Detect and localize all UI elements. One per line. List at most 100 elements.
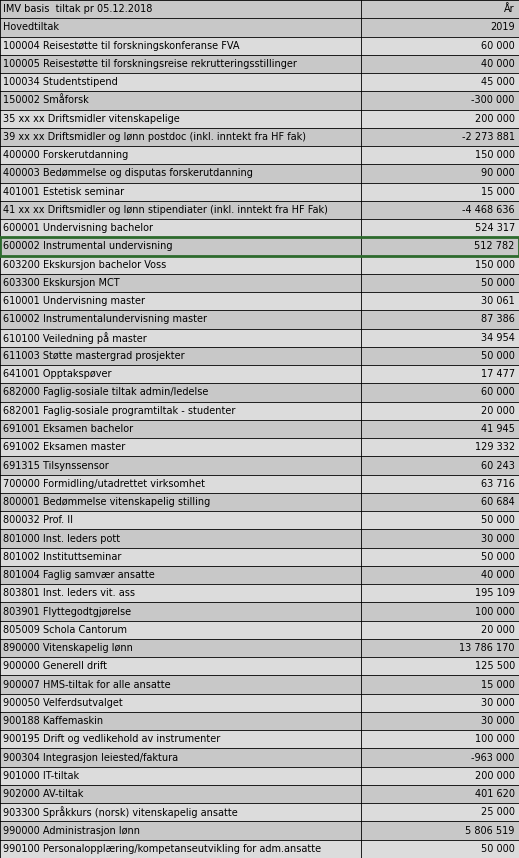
Text: 900000 Generell drift: 900000 Generell drift bbox=[3, 662, 106, 671]
Bar bbox=[0, 602, 519, 620]
Bar bbox=[0, 128, 519, 146]
Text: 682001 Faglig-sosiale programtiltak - studenter: 682001 Faglig-sosiale programtiltak - st… bbox=[3, 406, 235, 416]
Text: 60 684: 60 684 bbox=[481, 497, 515, 507]
Text: 20 000: 20 000 bbox=[481, 625, 515, 635]
Bar bbox=[0, 201, 519, 219]
Text: 803901 Flyttegodtgjørelse: 803901 Flyttegodtgjørelse bbox=[3, 607, 131, 617]
Text: 903300 Språkkurs (norsk) vitenskapelig ansatte: 903300 Språkkurs (norsk) vitenskapelig a… bbox=[3, 807, 237, 819]
Bar bbox=[0, 639, 519, 657]
Text: 600002 Instrumental undervisning: 600002 Instrumental undervisning bbox=[3, 241, 172, 251]
Text: -2 273 881: -2 273 881 bbox=[462, 132, 515, 142]
Bar bbox=[0, 584, 519, 602]
Bar bbox=[0, 55, 519, 73]
Bar bbox=[0, 91, 519, 110]
Text: 401001 Estetisk seminar: 401001 Estetisk seminar bbox=[3, 187, 124, 196]
Text: 610100 Veiledning på master: 610100 Veiledning på master bbox=[3, 332, 146, 344]
Text: 100005 Reisestøtte til forskningsreise rekrutteringsstillinger: 100005 Reisestøtte til forskningsreise r… bbox=[3, 59, 296, 69]
Text: 100 000: 100 000 bbox=[475, 607, 515, 617]
Text: -963 000: -963 000 bbox=[471, 752, 515, 763]
Bar bbox=[0, 438, 519, 456]
Text: 60 243: 60 243 bbox=[481, 461, 515, 470]
Bar bbox=[0, 456, 519, 474]
Bar bbox=[0, 292, 519, 311]
Bar bbox=[0, 547, 519, 566]
Text: 30 000: 30 000 bbox=[481, 716, 515, 726]
Text: 60 000: 60 000 bbox=[481, 388, 515, 397]
Text: 400000 Forskerutdanning: 400000 Forskerutdanning bbox=[3, 150, 128, 160]
Text: 90 000: 90 000 bbox=[481, 168, 515, 178]
Bar bbox=[0, 366, 519, 384]
Text: 50 000: 50 000 bbox=[481, 351, 515, 361]
Text: 50 000: 50 000 bbox=[481, 278, 515, 288]
Bar bbox=[0, 110, 519, 128]
Text: 200 000: 200 000 bbox=[475, 770, 515, 781]
Text: 800001 Bedømmelse vitenskapelig stilling: 800001 Bedømmelse vitenskapelig stilling bbox=[3, 497, 210, 507]
Text: 890000 Vitenskapelig lønn: 890000 Vitenskapelig lønn bbox=[3, 643, 132, 653]
Text: -4 468 636: -4 468 636 bbox=[462, 205, 515, 215]
Text: 87 386: 87 386 bbox=[481, 315, 515, 324]
Text: 50 000: 50 000 bbox=[481, 844, 515, 854]
Bar bbox=[0, 748, 519, 767]
Text: 17 477: 17 477 bbox=[481, 369, 515, 379]
Text: 195 109: 195 109 bbox=[475, 589, 515, 598]
Text: 30 000: 30 000 bbox=[481, 534, 515, 543]
Bar bbox=[0, 420, 519, 438]
Text: 13 786 170: 13 786 170 bbox=[459, 643, 515, 653]
Text: År: År bbox=[504, 4, 515, 14]
Text: 2019: 2019 bbox=[490, 22, 515, 33]
Text: 41 xx xx Driftsmidler og lønn stipendiater (inkl. inntekt fra HF Fak): 41 xx xx Driftsmidler og lønn stipendiat… bbox=[3, 205, 327, 215]
Text: 125 500: 125 500 bbox=[474, 662, 515, 671]
Bar bbox=[0, 256, 519, 274]
Text: 990100 Personalopplæring/kompetanseutvikling for adm.ansatte: 990100 Personalopplæring/kompetanseutvik… bbox=[3, 844, 321, 854]
Bar bbox=[0, 0, 519, 18]
Text: 801004 Faglig samvær ansatte: 801004 Faglig samvær ansatte bbox=[3, 570, 154, 580]
Bar bbox=[0, 712, 519, 730]
Bar bbox=[0, 164, 519, 183]
Text: 900195 Drift og vedlikehold av instrumenter: 900195 Drift og vedlikehold av instrumen… bbox=[3, 734, 220, 745]
Bar bbox=[0, 492, 519, 511]
Text: 40 000: 40 000 bbox=[481, 59, 515, 69]
Text: 100 000: 100 000 bbox=[475, 734, 515, 745]
Bar bbox=[0, 219, 519, 238]
Text: 512 782: 512 782 bbox=[474, 241, 515, 251]
Text: 25 000: 25 000 bbox=[481, 807, 515, 818]
Text: 60 000: 60 000 bbox=[481, 40, 515, 51]
Text: 41 945: 41 945 bbox=[481, 424, 515, 434]
Text: 900007 HMS-tiltak for alle ansatte: 900007 HMS-tiltak for alle ansatte bbox=[3, 680, 170, 690]
Text: 15 000: 15 000 bbox=[481, 187, 515, 196]
Bar bbox=[0, 183, 519, 201]
Bar bbox=[0, 37, 519, 55]
Text: 610002 Instrumentalundervisning master: 610002 Instrumentalundervisning master bbox=[3, 315, 207, 324]
Text: 524 317: 524 317 bbox=[474, 223, 515, 233]
Text: 610001 Undervisning master: 610001 Undervisning master bbox=[3, 296, 145, 306]
Bar bbox=[0, 675, 519, 694]
Text: 50 000: 50 000 bbox=[481, 516, 515, 525]
Text: 900050 Velferdsutvalget: 900050 Velferdsutvalget bbox=[3, 698, 122, 708]
Text: 901000 IT-tiltak: 901000 IT-tiltak bbox=[3, 770, 79, 781]
Bar bbox=[0, 511, 519, 529]
Text: Hovedtiltak: Hovedtiltak bbox=[3, 22, 59, 33]
Text: 691001 Eksamen bachelor: 691001 Eksamen bachelor bbox=[3, 424, 133, 434]
Text: 400003 Bedømmelse og disputas forskerutdanning: 400003 Bedømmelse og disputas forskerutd… bbox=[3, 168, 252, 178]
Text: 990000 Administrasjon lønn: 990000 Administrasjon lønn bbox=[3, 825, 140, 836]
Bar bbox=[0, 274, 519, 292]
Text: 35 xx xx Driftsmidler vitenskapelige: 35 xx xx Driftsmidler vitenskapelige bbox=[3, 113, 180, 124]
Text: 641001 Opptakspøver: 641001 Opptakspøver bbox=[3, 369, 111, 379]
Text: 800032 Prof. II: 800032 Prof. II bbox=[3, 516, 73, 525]
Text: 611003 Støtte mastergrad prosjekter: 611003 Støtte mastergrad prosjekter bbox=[3, 351, 184, 361]
Text: 30 061: 30 061 bbox=[481, 296, 515, 306]
Bar bbox=[0, 73, 519, 91]
Text: 803801 Inst. leders vit. ass: 803801 Inst. leders vit. ass bbox=[3, 589, 134, 598]
Text: 39 xx xx Driftsmidler og lønn postdoc (inkl. inntekt fra HF fak): 39 xx xx Driftsmidler og lønn postdoc (i… bbox=[3, 132, 306, 142]
Bar bbox=[0, 730, 519, 748]
Text: 801002 Instituttseminar: 801002 Instituttseminar bbox=[3, 552, 121, 562]
Text: 682000 Faglig-sosiale tiltak admin/ledelse: 682000 Faglig-sosiale tiltak admin/ledel… bbox=[3, 388, 208, 397]
Text: IMV basis  tiltak pr 05.12.2018: IMV basis tiltak pr 05.12.2018 bbox=[3, 4, 152, 14]
Text: 5 806 519: 5 806 519 bbox=[466, 825, 515, 836]
Text: 801000 Inst. leders pott: 801000 Inst. leders pott bbox=[3, 534, 120, 543]
Text: 150002 Småforsk: 150002 Småforsk bbox=[3, 95, 88, 106]
Bar bbox=[0, 384, 519, 402]
Bar bbox=[0, 18, 519, 37]
Text: -300 000: -300 000 bbox=[471, 95, 515, 106]
Text: 34 954: 34 954 bbox=[481, 333, 515, 342]
